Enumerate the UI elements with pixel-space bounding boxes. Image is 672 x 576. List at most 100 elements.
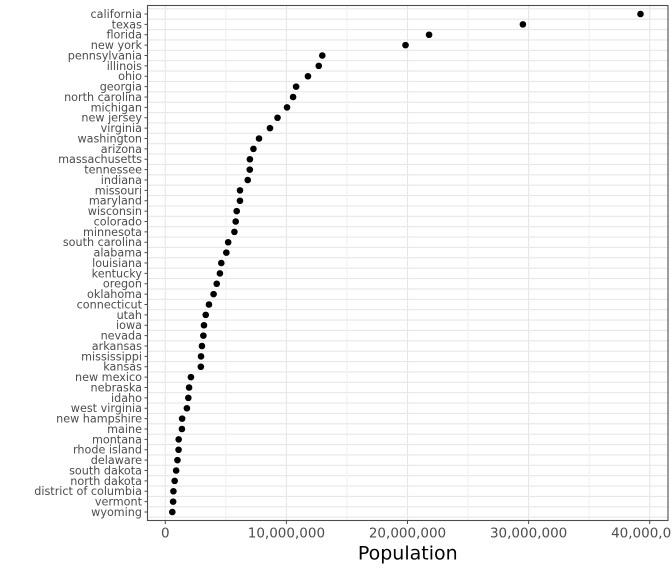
data-point-kentucky [216, 270, 224, 277]
data-point-district-of-columbia [170, 487, 177, 495]
y-tick-label-nevada: nevada [101, 330, 142, 343]
data-point-colorado [232, 218, 239, 225]
x-tick-label-30,000,000: 30,000,000 [490, 526, 567, 542]
y-tick-label-wyoming: wyoming [91, 506, 142, 519]
data-point-oregon [213, 280, 221, 288]
y-tick-label-vermont: vermont [95, 496, 143, 509]
data-point-tennessee [246, 166, 254, 173]
data-point-layer [169, 10, 644, 516]
y-tick-label-new-hampshire: new hampshire [56, 413, 142, 426]
data-point-louisiana [218, 259, 225, 267]
data-point-georgia [292, 83, 300, 90]
y-tick-label-delaware: delaware [91, 454, 142, 467]
data-point-texas [519, 21, 527, 28]
data-point-michigan [283, 104, 291, 111]
y-tick-label-colorado: colorado [94, 215, 143, 228]
y-tick-label-washington: washington [77, 132, 142, 145]
data-point-wyoming [169, 508, 176, 516]
x-axis-title: Population [358, 543, 458, 565]
x-tick-label-10,000,000: 10,000,000 [248, 526, 325, 542]
y-tick-label-minnesota: minnesota [83, 226, 142, 239]
tick-mark-layer [144, 13, 651, 524]
y-tick-label-louisiana: louisiana [92, 257, 142, 270]
data-point-minnesota [231, 228, 238, 236]
y-tick-label-connecticut: connecticut [77, 298, 143, 311]
y-tick-label-michigan: michigan [91, 101, 142, 114]
data-point-delaware [174, 456, 181, 464]
y-tick-label-missouri: missouri [95, 184, 142, 197]
y-tick-label-california: california [91, 8, 142, 21]
data-point-alabama [223, 249, 230, 256]
y-tick-label-kentucky: kentucky [92, 267, 143, 280]
data-point-arkansas [198, 342, 206, 350]
panel-border [146, 4, 669, 522]
data-point-kansas [197, 363, 205, 371]
y-tick-label-nebraska: nebraska [91, 381, 143, 394]
data-point-arizona [250, 145, 257, 153]
y-tick-label-district-of-columbia: district of columbia [34, 485, 142, 498]
data-point-nevada [200, 332, 207, 339]
y-tick-label-kansas: kansas [103, 361, 142, 374]
y-tick-label-alabama: alabama [93, 247, 142, 260]
data-point-california [637, 10, 644, 18]
data-point-south-dakota [172, 467, 180, 474]
data-point-rhode-island [175, 446, 182, 454]
y-tick-label-south-carolina: south carolina [63, 236, 142, 249]
data-point-indiana [244, 176, 252, 184]
y-tick-label-oregon: oregon [103, 278, 142, 291]
data-point-oklahoma [210, 290, 217, 298]
y-tick-label-massachusetts: massachusetts [58, 153, 142, 166]
data-point-missouri [236, 187, 244, 194]
y-tick-label-tennessee: tennessee [84, 164, 142, 177]
y-tick-label-maryland: maryland [89, 195, 142, 208]
y-tick-label-oklahoma: oklahoma [87, 288, 142, 301]
gridline-layer [147, 5, 668, 521]
data-point-montana [175, 436, 182, 443]
data-point-utah [202, 311, 210, 319]
data-point-maine [178, 425, 186, 433]
y-tick-label-virginia: virginia [101, 122, 142, 135]
data-point-washington [255, 135, 263, 142]
y-tick-label-mississippi: mississippi [81, 350, 142, 363]
y-tick-label-wisconsin: wisconsin [88, 205, 142, 218]
data-point-connecticut [205, 301, 213, 308]
y-tick-label-iowa: iowa [116, 319, 142, 332]
data-point-nebraska [185, 384, 193, 391]
data-point-wisconsin [233, 207, 241, 215]
y-tick-label-new-mexico: new mexico [75, 371, 142, 384]
data-point-north-dakota [171, 477, 178, 485]
y-tick-label-new-jersey: new jersey [81, 112, 142, 125]
x-tick-label-40,000,000: 40,000,000 [611, 526, 672, 542]
data-point-mississippi [197, 353, 205, 360]
y-tick-label-idaho: idaho [111, 392, 142, 405]
data-point-new-mexico [187, 373, 195, 381]
y-tick-label-montana: montana [92, 433, 142, 446]
y-tick-label-florida: florida [106, 29, 142, 42]
y-tick-label-north-dakota: north dakota [70, 475, 142, 488]
y-tick-label-maine: maine [107, 423, 142, 436]
data-point-new-york [402, 41, 409, 49]
y-tick-label-illinois: illinois [107, 60, 142, 73]
y-tick-label-arkansas: arkansas [92, 340, 142, 353]
data-point-ohio [304, 72, 312, 80]
y-tick-label-ohio: ohio [118, 70, 142, 83]
data-point-vermont [169, 498, 177, 505]
data-point-illinois [315, 62, 323, 70]
data-point-north-carolina [289, 93, 297, 101]
x-tick-label-0: 0 [161, 526, 170, 542]
x-axis-labels: 0 10,000,000 20,000,000 30,000,000 40,000,00… [161, 526, 672, 542]
y-tick-label-new-york: new york [91, 39, 143, 52]
data-point-new-hampshire [178, 415, 186, 422]
y-tick-label-north-carolina: north carolina [64, 91, 142, 104]
data-point-florida [425, 31, 433, 39]
data-point-pennsylvania [319, 52, 326, 59]
data-point-west-virginia [183, 404, 191, 412]
data-point-idaho [185, 394, 192, 402]
y-tick-label-south-dakota: south dakota [69, 464, 142, 477]
data-point-massachusetts [246, 155, 254, 163]
y-tick-label-west-virginia: west virginia [71, 402, 142, 415]
y-tick-label-indiana: indiana [101, 174, 142, 187]
